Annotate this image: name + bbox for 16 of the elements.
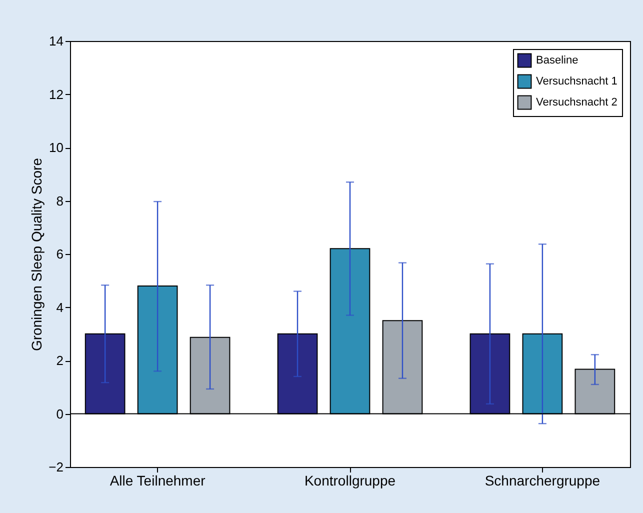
y-tick-label: −2 xyxy=(48,460,64,474)
y-tick-label: 8 xyxy=(56,193,64,208)
legend-label: Versuchsnacht 1 xyxy=(536,76,618,88)
y-tick-label: 2 xyxy=(56,353,64,368)
y-tick-label: 4 xyxy=(56,300,64,315)
x-tick-label: Alle Teilnehmer xyxy=(110,472,206,488)
legend-label: Versuchsnacht 2 xyxy=(536,96,618,108)
x-tick-label: Kontrollgruppe xyxy=(304,472,396,488)
y-axis-title: Groningen Sleep Quality Score xyxy=(28,158,45,351)
y-tick-label: 0 xyxy=(56,406,64,422)
y-tick-label: 12 xyxy=(49,86,64,102)
x-tick-label: Schnarchergruppe xyxy=(484,472,600,488)
y-tick-label: 10 xyxy=(49,140,64,155)
legend-label: Baseline xyxy=(536,54,578,66)
y-tick-label: 14 xyxy=(49,34,64,48)
y-tick-label: 6 xyxy=(56,246,64,262)
